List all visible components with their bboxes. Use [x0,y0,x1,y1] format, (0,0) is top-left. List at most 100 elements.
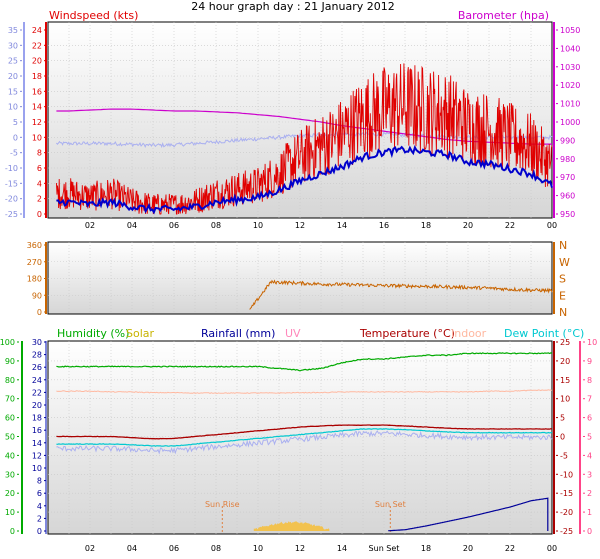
uv-tick-0: 10 [587,338,597,347]
p1-xtick-9: 20 [463,221,473,230]
panel1-axes: 35302520151050-5-10-15-20-25242220181614… [5,22,580,230]
compass-label-1: W [559,256,570,269]
solar-tick-8: 14 [32,439,42,448]
compass-label-4: N [559,306,567,319]
direction-tick-2: 180 [27,275,42,284]
panel1-grid [48,22,552,218]
legend-uv: UV [285,327,301,340]
humidity-tick-9: 10 [5,508,15,517]
p3-xtick-5: 12 [295,544,305,553]
p3-xtick-11: 00 [547,544,557,553]
outer-temp-tick-7: 0 [13,133,18,142]
humidity-tick-1: 90 [5,357,15,366]
humidity-tick-10: 0 [10,527,15,536]
p1-xtick-0: 02 [85,221,95,230]
compass-label-2: S [559,273,566,286]
p3-xtick-7: Sun Set [369,544,400,553]
solar-area [253,521,330,531]
barometer-tick-10: 950 [560,210,575,219]
outer-temp-tick-6: 5 [13,118,18,127]
windspeed-axis-title: Windspeed (kts) [49,9,138,22]
p3-xtick-9: 20 [463,544,473,553]
outer-temp-tick-8: -5 [10,149,18,158]
sunset-label: Sun Set [375,500,406,509]
compass-label-3: E [559,289,566,302]
outer-temp-tick-11: -20 [5,195,18,204]
solar-tick-1: 28 [32,351,42,360]
indoor-temp-line [56,389,553,394]
solar-tick-9: 12 [32,451,42,460]
legend-dewpoint: Dew Point (°C) [504,327,584,340]
legend-rainfall: Rainfall (mm) [201,327,275,340]
direction-tick-1: 270 [27,258,42,267]
p1-xtick-10: 22 [505,221,515,230]
windspeed-tick-8: 8 [37,149,42,158]
humidity-tick-5: 50 [5,433,15,442]
humidity-tick-4: 60 [5,414,15,423]
humidity-tick-2: 80 [5,376,15,385]
windspeed-tick-4: 16 [32,87,42,96]
windspeed-tick-12: 0 [37,210,42,219]
windspeed-tick-10: 4 [37,179,42,188]
p3-xtick-4: 10 [253,544,263,553]
solar-tick-13: 4 [37,502,42,511]
temperature-tick-5: 0 [560,433,565,442]
p1-xtick-2: 06 [169,221,179,230]
windspeed-line [55,63,553,215]
windspeed-tick-2: 20 [32,57,42,66]
windspeed-tick-5: 14 [32,103,42,112]
humidity-tick-8: 20 [5,489,15,498]
humidity-tick-3: 70 [5,395,15,404]
solar-tick-14: 2 [37,514,42,523]
p1-xtick-5: 12 [295,221,305,230]
p1-xtick-6: 14 [337,221,347,230]
barometer-tick-5: 1000 [560,118,580,127]
outer-temp-tick-4: 15 [8,87,18,96]
temperature-tick-1: 20 [560,357,570,366]
temperature-tick-3: 10 [560,395,570,404]
p1-xtick-7: 16 [379,221,389,230]
temperature-tick-2: 15 [560,376,570,385]
outer-temp-tick-1: 30 [8,41,18,50]
windspeed-tick-1: 22 [32,41,42,50]
humidity-tick-7: 30 [5,470,15,479]
solar-tick-6: 18 [32,414,42,423]
wind-average-line [56,145,553,215]
p1-xtick-8: 18 [421,221,431,230]
barometer-tick-3: 1020 [560,81,580,90]
barometer-tick-6: 990 [560,136,575,145]
p3-xtick-6: 14 [337,544,347,553]
temperature-tick-6: -5 [560,451,568,460]
p3-xtick-2: 06 [169,544,179,553]
humidity-line [56,352,553,372]
panel3-axes: 1009080706050403020100302826242220181614… [0,338,597,553]
humidity-tick-6: 40 [5,451,15,460]
wind-direction-line [249,279,553,310]
solar-tick-5: 20 [32,401,42,410]
outer-temp-tick-2: 25 [8,57,18,66]
windspeed-tick-9: 6 [37,164,42,173]
uv-tick-3: 7 [587,395,592,404]
panel2-series [249,279,553,310]
legend-humidity: Humidity (%) [57,327,129,340]
panel1-series [55,63,553,215]
windspeed-tick-0: 24 [32,26,42,35]
temperature-tick-0: 25 [560,338,570,347]
barometer-tick-0: 1050 [560,26,580,35]
solar-tick-4: 22 [32,388,42,397]
windspeed-tick-7: 10 [32,133,42,142]
barometer-tick-9: 960 [560,192,575,201]
outer-temp-tick-12: -25 [5,210,18,219]
p1-xtick-3: 08 [211,221,221,230]
windspeed-tick-3: 18 [32,72,42,81]
solar-tick-10: 10 [32,464,42,473]
rainfall-line [388,497,549,532]
uv-tick-7: 3 [587,470,592,479]
legend-indoor: Indoor [451,327,487,340]
windspeed-tick-6: 12 [32,118,42,127]
p1-xtick-1: 04 [127,221,137,230]
outer-temp-tick-5: 10 [8,103,18,112]
temperature-tick-8: -15 [560,489,573,498]
